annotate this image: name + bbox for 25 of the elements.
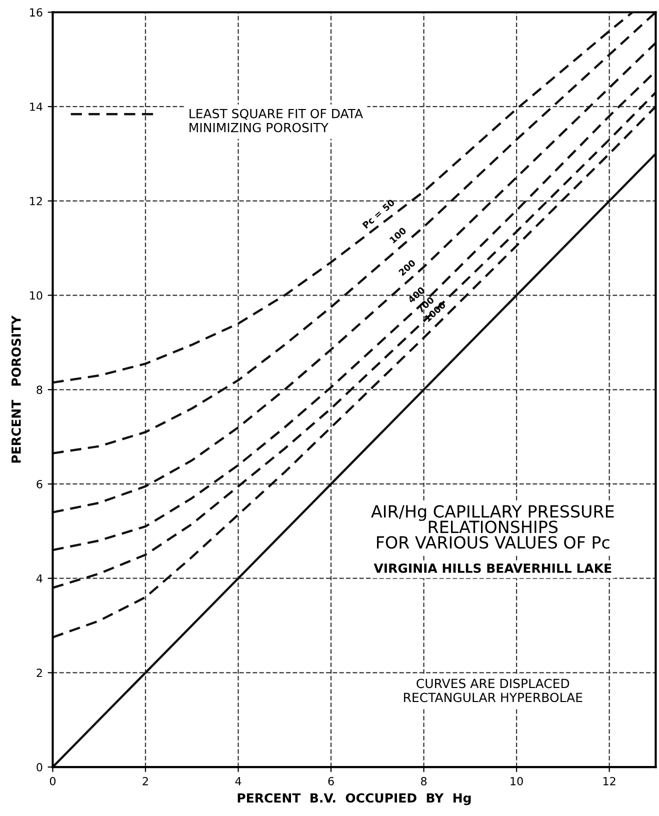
annotation: CURVES ARE DISPLACED RECTANGULAR HYPERBOLAE (404, 678, 582, 702)
y-tick-label: 4 (36, 574, 42, 583)
y-tick-label: 0 (36, 763, 42, 772)
text: 50 (382, 198, 396, 212)
y-tick-label: 14 (30, 102, 42, 111)
y-tick-label: 8 (36, 386, 42, 394)
y-tick-label: 10 (30, 291, 42, 300)
x-tick-label: 6 (328, 776, 334, 786)
text: AIR/Hg CAPILLARY PRESSURE RELATIONSHIPS FOR VARIOUS VALUES OF Pc (371, 505, 614, 549)
x-tick-label: 0 (50, 776, 56, 786)
y-tick-label: 2 (36, 668, 42, 677)
x-axis-title: PERCENT B.V. OCCUPIED BY Hg (238, 793, 471, 806)
y-axis-title: PERCENT POROSITY (11, 315, 21, 463)
annotation: LEAST SQUARE FIT OF DATA MINIMIZING POROSITY (190, 108, 363, 132)
text: VIRGINIA HILLS BEAVERHILL LAKE (374, 563, 612, 573)
x-tick-label: 10 (510, 776, 523, 786)
y-tick-label: 12 (30, 196, 42, 206)
x-tick-label: 8 (421, 776, 427, 786)
y-tick-label: 6 (36, 480, 42, 488)
x-tick-label: 4 (235, 777, 242, 786)
y-tick-label: 16 (30, 8, 42, 17)
x-tick-label: 12 (603, 776, 616, 786)
annotation: Pc = (362, 210, 382, 229)
x-tick-label: 2 (142, 776, 148, 786)
line-series (52, 12, 634, 384)
